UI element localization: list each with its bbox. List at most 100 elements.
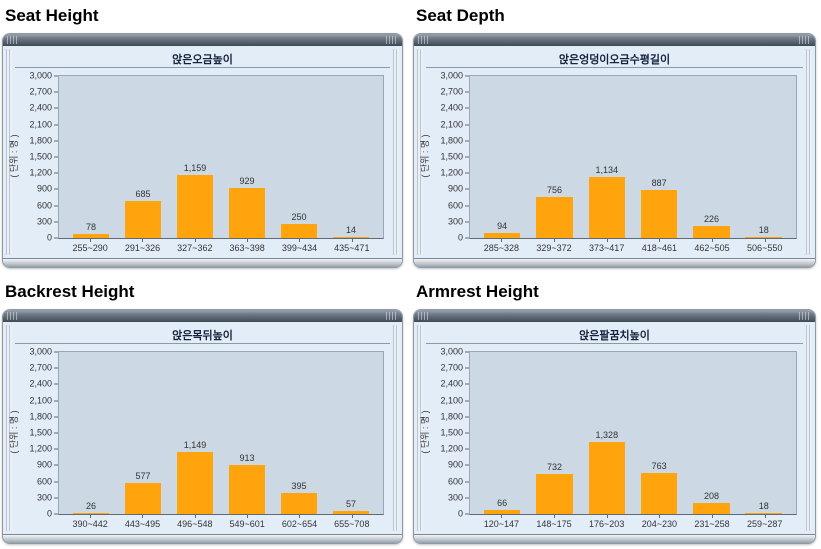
y-tick-label: 600 [447,200,463,211]
chart-heading: Seat Height [5,6,99,25]
bar [483,510,521,514]
plot-row: ( 단위 : 명 ) 0 300 600 900 1,200 1,500 1,800 2,10… [3,71,384,242]
bar-value-label: 685 [135,189,151,199]
y-tick-mark [54,75,58,77]
bar [332,511,370,514]
y-tick-label: 300 [36,492,52,503]
bar [332,237,370,238]
chart-title: 앉은목뒤높이 [172,330,233,342]
y-tick: 1,800 [440,412,469,421]
y-tick: 1,800 [440,136,469,145]
bar-slot: 18 [738,352,790,514]
bar-value-label: 1,134 [595,165,619,175]
y-tick: 2,400 [29,103,58,113]
bar-value-label: 226 [703,214,719,224]
bar [176,175,214,238]
x-category-label: 285~328 [475,239,528,253]
y-tick-mark [465,367,469,369]
y-tick-mark [465,513,469,515]
y-tick-mark [54,237,58,239]
y-tick-label: 3,000 [29,70,52,81]
y-tick-mark [54,367,58,369]
y-tick-label: 2,100 [440,395,463,406]
bar-slot: 756 [528,76,580,238]
bar-slot: 226 [685,76,737,238]
bar-value-label: 250 [291,212,307,222]
bar [640,473,678,514]
y-axis-ticks: 0 300 600 900 1,200 1,500 1,800 2,100 2,400 2,700… [419,347,469,518]
y-tick: 3,000 [440,347,469,357]
y-tick-mark [465,497,469,499]
bar-slot: 913 [221,352,273,514]
left-grip-ridges [6,49,12,255]
y-tick-label: 1,200 [29,443,52,454]
bar [693,226,730,238]
y-tick: 900 [448,184,469,194]
y-tick: 600 [448,477,469,486]
y-tick-mark [54,351,58,353]
y-tick: 1,500 [29,428,58,438]
bar-value-label: 1,159 [183,163,207,173]
bar-slot: 1,149 [169,352,221,514]
y-tick-label: 1,800 [29,411,52,422]
x-category-label: 363~398 [221,239,273,253]
y-tick-label: 300 [447,216,463,227]
y-tick: 1,500 [440,151,469,162]
bar-value-label: 26 [85,501,96,511]
title-divider [426,343,803,344]
y-tick-label: 900 [36,183,52,194]
y-tick-label: 1,500 [440,151,463,162]
bar [640,190,678,238]
x-category-label: 231~258 [686,515,739,529]
chart-panel-body: 앉은오금높이 ( 단위 : 명 ) 0 300 600 900 1,200 1,500 1,… [3,46,402,258]
x-category-label: 373~417 [580,239,633,253]
bar-slot: 887 [633,76,685,238]
bar-value-label: 18 [758,501,769,511]
y-tick: 0 [458,509,469,519]
bar-slot: 929 [221,76,273,238]
bar-value-label: 66 [497,498,508,508]
y-tick-label: 2,400 [29,378,52,389]
bar [745,513,783,514]
y-tick-mark [465,481,469,483]
y-axis-ticks: 0 300 600 900 1,200 1,500 1,800 2,100 2,400 2,700… [8,71,58,242]
y-tick: 1,200 [440,444,469,454]
y-tick: 3,000 [29,347,58,357]
y-tick: 300 [448,493,469,502]
y-tick-mark [54,124,58,126]
y-tick-mark [54,140,58,142]
bar [72,513,110,514]
y-tick-label: 2,700 [29,362,52,373]
y-tick: 1,200 [29,167,58,178]
y-tick-label: 1,500 [29,151,52,162]
y-tick-mark [465,416,469,418]
y-tick-label: 900 [36,459,52,470]
bar [228,465,266,514]
chart-panel-body: 앉은목뒤높이 ( 단위 : 명 ) 0 300 600 900 1,200 1,500 1,… [3,322,402,534]
y-tick-mark [465,383,469,385]
x-category-label: 549~601 [221,515,273,529]
bar [536,197,573,238]
y-tick-label: 1,800 [440,135,463,146]
y-tick-label: 1,200 [29,167,52,178]
y-tick-mark [465,156,469,158]
x-category-label: 506~550 [738,239,791,253]
x-category-label: 327~362 [169,239,221,253]
chart-heading: Backrest Height [5,282,135,301]
y-tick-mark [465,91,469,93]
y-tick-label: 600 [447,476,463,487]
bar-value-label: 577 [135,471,151,481]
title-divider [15,343,390,344]
bar-value-label: 94 [497,221,508,231]
y-tick: 2,400 [440,379,469,389]
right-grip-ridges [393,325,399,531]
chart-window: 앉은오금높이 ( 단위 : 명 ) 0 300 600 900 1,200 1,500 1,… [2,33,403,268]
bar-slot: 395 [273,352,325,514]
right-grip-ridges [393,49,399,255]
y-tick-label: 1,200 [440,167,463,178]
y-tick-mark [54,91,58,93]
y-tick-mark [54,188,58,190]
bar [124,201,162,238]
y-tick: 600 [37,477,58,486]
